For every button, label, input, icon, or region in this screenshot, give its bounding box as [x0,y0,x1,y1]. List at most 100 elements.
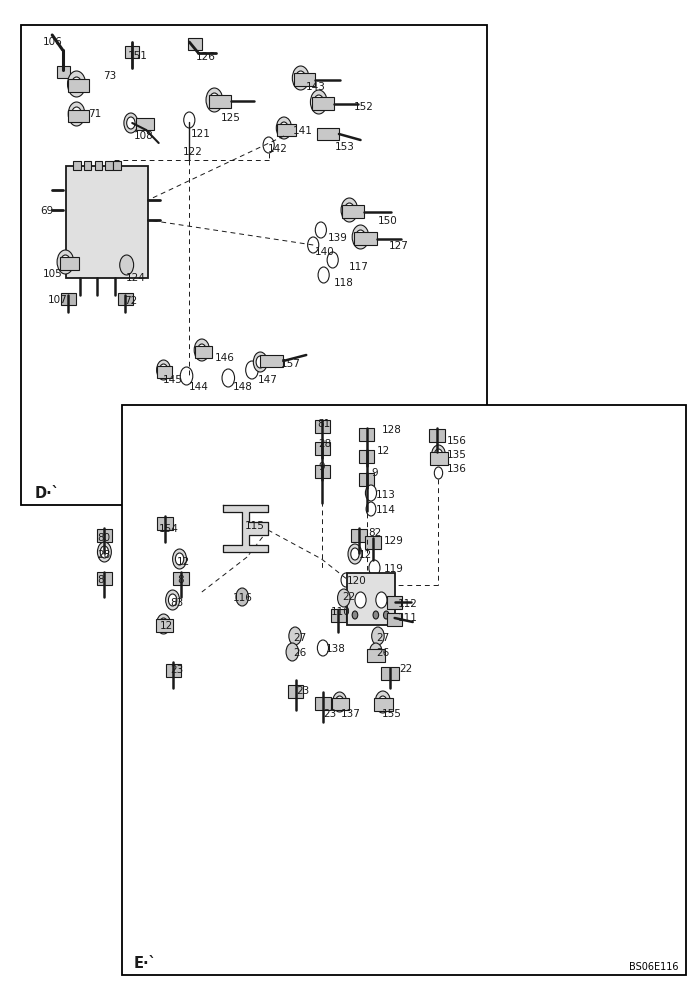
Circle shape [276,117,292,139]
Text: 8: 8 [177,575,184,585]
Text: 112: 112 [397,599,418,609]
Bar [277,124,296,136]
Text: 73: 73 [103,71,116,81]
Bar [312,97,334,110]
Text: 105: 105 [43,269,63,279]
Text: 129: 129 [383,536,404,546]
Circle shape [127,117,135,129]
Text: 126: 126 [196,52,216,62]
Text: 12: 12 [177,557,190,567]
Circle shape [333,692,347,712]
Text: 153: 153 [335,142,355,152]
Circle shape [434,467,443,479]
Bar [73,161,81,170]
Circle shape [97,542,111,562]
Circle shape [286,643,299,661]
Text: E·`: E·` [134,956,157,972]
Circle shape [335,696,344,708]
Text: 83: 83 [170,598,183,608]
Circle shape [68,71,86,97]
Text: 120: 120 [347,576,366,586]
Text: 127: 127 [388,241,409,251]
Circle shape [366,502,376,516]
Bar [136,118,154,130]
Text: 151: 151 [127,51,148,61]
Circle shape [352,611,358,619]
Bar [429,429,445,442]
Bar [347,573,395,625]
Bar [84,161,91,170]
Circle shape [159,618,168,630]
Circle shape [341,573,351,587]
Circle shape [256,356,264,368]
Text: 81: 81 [317,419,331,429]
Text: BS06E116: BS06E116 [629,962,679,972]
Text: 141: 141 [292,126,313,136]
Text: 135: 135 [447,450,467,460]
Text: 118: 118 [333,278,354,288]
Circle shape [124,113,138,133]
Bar [387,596,402,609]
Circle shape [345,203,354,217]
Circle shape [100,546,109,558]
Text: 22: 22 [342,592,356,602]
Circle shape [379,696,387,708]
Bar [430,452,448,465]
Text: 150: 150 [378,216,397,226]
Text: 148: 148 [233,382,253,392]
Circle shape [246,361,258,379]
Text: 116: 116 [232,593,253,603]
Circle shape [432,445,445,465]
Circle shape [173,549,187,569]
Circle shape [68,102,85,126]
Text: 122: 122 [182,147,203,157]
Bar [156,619,173,632]
Circle shape [280,122,288,134]
Text: 27: 27 [294,633,307,643]
Text: 26: 26 [377,648,390,658]
Bar [315,442,330,455]
Circle shape [166,590,180,610]
Circle shape [159,364,168,376]
Bar [374,698,393,711]
Text: 80: 80 [97,533,111,543]
Circle shape [120,255,134,275]
Circle shape [168,594,177,606]
Bar [351,529,367,542]
Circle shape [376,592,387,608]
Circle shape [198,344,206,356]
Text: 12: 12 [377,446,390,456]
Bar [381,667,399,680]
Circle shape [184,112,195,128]
Bar [260,355,283,367]
Text: 72: 72 [124,296,137,306]
Bar [288,685,303,698]
Circle shape [61,255,70,269]
Text: 28: 28 [97,550,111,560]
Text: 138: 138 [326,644,346,654]
Text: 154: 154 [159,524,179,534]
Text: 107: 107 [47,295,67,305]
Bar [166,664,181,677]
Bar [315,420,330,433]
Bar [354,232,377,245]
Text: 12: 12 [159,621,173,631]
Text: 117: 117 [349,262,369,272]
Circle shape [356,230,365,244]
Bar [113,161,121,170]
Circle shape [236,588,248,606]
Text: 143: 143 [306,82,326,92]
Circle shape [222,369,235,387]
Bar [188,38,202,50]
Circle shape [373,611,379,619]
Bar [209,95,231,108]
Text: 152: 152 [354,102,374,112]
Bar [331,609,346,622]
Text: 121: 121 [191,129,211,139]
Bar [332,698,349,710]
Circle shape [314,95,324,109]
Circle shape [348,544,362,564]
Text: 136: 136 [447,464,467,474]
Text: 9: 9 [371,468,378,478]
Text: 82: 82 [368,528,381,538]
